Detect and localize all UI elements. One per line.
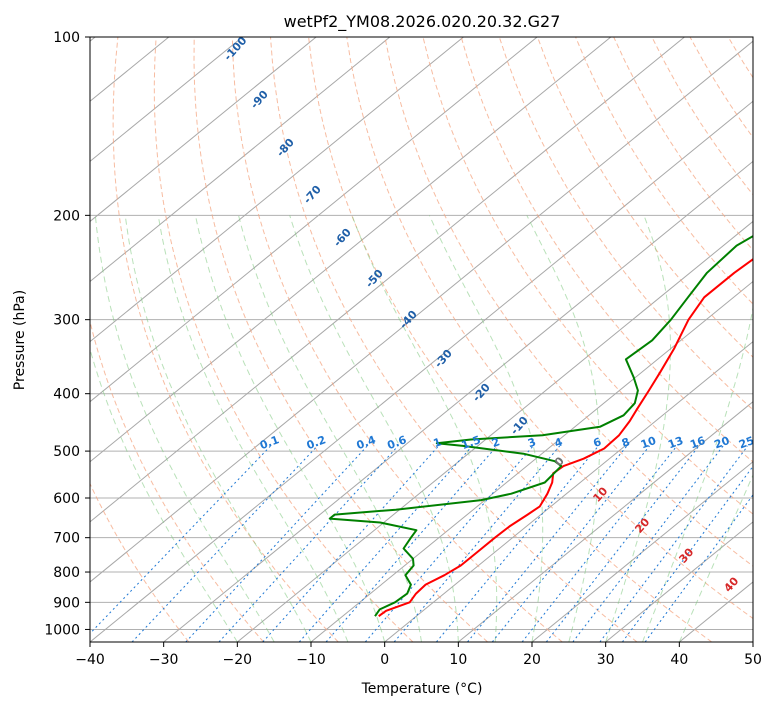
mixing-ratio-line — [491, 445, 650, 642]
mixing-ratio-label: 6 — [591, 435, 603, 450]
mixing-ratio-label: 10 — [639, 434, 658, 452]
moist-adiabat — [351, 215, 498, 642]
mixing-ratio-label: 0.2 — [305, 433, 328, 452]
dry-adiabat — [460, 37, 753, 463]
isotherm-line — [605, 521, 753, 642]
mixing-ratio-line — [262, 445, 439, 642]
mixing-ratio-line — [325, 445, 498, 642]
plot-series — [328, 234, 753, 618]
moist-adiabat — [238, 215, 422, 642]
mixing-ratio-line — [90, 445, 272, 635]
dry-adiabat — [193, 37, 488, 642]
mixing-ratio-label: 20 — [712, 434, 731, 452]
dry-adiabat — [422, 37, 753, 515]
x-tick-label: 0 — [380, 652, 389, 668]
mixing-ratio-label: 13 — [666, 434, 685, 451]
dry-adiabat — [537, 37, 753, 358]
moist-adiabat — [90, 347, 238, 642]
y-tick-label: 800 — [53, 565, 80, 581]
mixing-ratio-label: 3 — [526, 435, 538, 450]
moist-adiabat — [157, 215, 349, 642]
isotherm-line — [531, 461, 753, 642]
y-tick-label: 100 — [53, 30, 80, 46]
mixing-ratio-label: 16 — [688, 434, 707, 452]
mixing-ratio-label: 25 — [737, 434, 756, 451]
y-tick-label: 300 — [53, 313, 80, 329]
x-tick-label: −20 — [223, 652, 253, 668]
mixing-ratio-line — [467, 445, 628, 642]
isotherm-line — [163, 160, 753, 642]
isotherm-line — [90, 37, 612, 463]
x-tick-label: −40 — [75, 652, 105, 668]
x-tick-label: 20 — [523, 652, 541, 668]
moist-adiabat — [642, 305, 753, 642]
moist-adiabat — [289, 215, 459, 642]
mixing-ratio-line — [521, 445, 678, 642]
mixing-ratio-label: 0.1 — [258, 433, 281, 452]
x-tick-label: −10 — [296, 652, 326, 668]
dewpoint-profile — [328, 234, 753, 617]
mixing-ratio-label: 0.6 — [385, 433, 408, 452]
mixing-ratio-label: 0.4 — [355, 433, 378, 452]
x-axis-title: Temperature (°C) — [361, 681, 483, 697]
isotherm-line — [90, 37, 391, 283]
mixing-ratio-line — [599, 445, 749, 642]
isotherm-line — [90, 37, 317, 223]
x-tick-label: 30 — [597, 652, 615, 668]
dry-adiabat — [90, 482, 190, 642]
mixing-ratio-line — [545, 445, 700, 642]
x-axis: −40 −30 −20 −10 0 10 20 30 40 50 — [75, 642, 762, 668]
x-tick-label: 50 — [744, 652, 762, 668]
moist-adiabat — [428, 215, 544, 642]
y-tick-label: 600 — [53, 491, 80, 507]
temperature-profile — [378, 258, 753, 618]
mixing-ratio-line — [436, 445, 599, 642]
mixing-ratio-label: 2 — [490, 435, 502, 450]
dry-adiabat — [153, 37, 414, 642]
y-axis: 100 200 300 400 500 600 700 800 900 1000 — [44, 30, 90, 638]
isotherm-line — [384, 340, 753, 642]
isotherm-line — [90, 37, 538, 403]
mixing-ratio-label: 4 — [553, 435, 565, 450]
x-tick-label: 40 — [670, 652, 688, 668]
mixing-ratio-label: 1.5 — [460, 433, 483, 452]
mixing-ratio-line — [364, 445, 534, 642]
isotherm-line — [90, 37, 243, 163]
dry-adiabat — [346, 37, 753, 620]
plot-frame — [89, 36, 754, 643]
moist-adiabat — [124, 215, 312, 642]
isotherm-line — [237, 220, 753, 642]
mixing-ratio-line — [644, 494, 753, 642]
plot-background-lines — [90, 37, 753, 642]
isotherm-line — [90, 37, 685, 523]
dry-adiabat — [231, 37, 563, 642]
mixing-ratio-line — [621, 465, 753, 642]
isotherm-line — [458, 401, 753, 642]
x-tick-label: 10 — [449, 652, 467, 668]
mixing-ratio-line — [218, 445, 399, 642]
y-tick-label: 400 — [53, 387, 80, 403]
dry-adiabat — [384, 37, 753, 567]
moist-adiabat — [194, 215, 386, 642]
x-tick-label: −30 — [149, 652, 179, 668]
y-tick-label: 1000 — [44, 622, 80, 638]
y-tick-label: 500 — [53, 444, 80, 460]
y-tick-label: 200 — [53, 208, 80, 224]
y-tick-label: 900 — [53, 595, 80, 611]
isotherm-line — [90, 37, 464, 343]
isotherm-line — [90, 40, 753, 583]
moist-adiabat — [678, 473, 753, 642]
y-tick-label: 700 — [53, 531, 80, 547]
mixing-ratio-line — [298, 445, 473, 642]
y-axis-title: Pressure (hPa) — [12, 290, 28, 390]
dry-adiabat — [270, 37, 638, 642]
chart-title: wetPf2_YM08.2026.020.20.32.G27 — [284, 12, 561, 32]
moist-adiabat — [526, 215, 600, 642]
mixing-ratio-line — [572, 445, 724, 642]
mixing-ratio-label: 1 — [432, 435, 444, 450]
mixing-ratio-label: 8 — [620, 435, 632, 450]
isotherm-line — [90, 100, 753, 642]
